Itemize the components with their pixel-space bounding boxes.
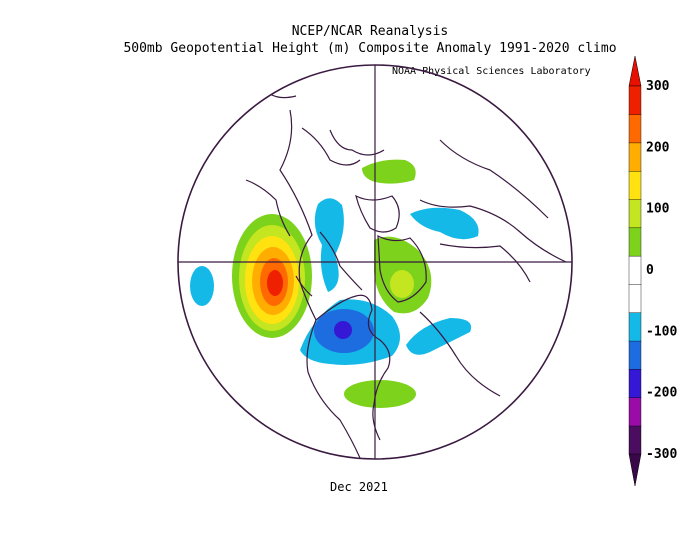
- colorbar-bin: [628, 340, 642, 370]
- anomaly-north-pacific: [190, 266, 214, 306]
- colorbar-bin: [628, 85, 642, 115]
- anomaly-scandinavia: [410, 207, 479, 240]
- anomaly-gulf-of-alaska: [232, 214, 312, 338]
- colorbar-tick-label: -300: [646, 447, 677, 462]
- colorbar-lower-arrow: [628, 453, 642, 487]
- colorbar-tick-label: -200: [646, 386, 677, 401]
- colorbar-tick-label: 0: [646, 263, 654, 278]
- anomaly-greenland: [374, 236, 432, 314]
- anomaly-eastern-us: [344, 380, 416, 408]
- colorbar-bin: [628, 312, 642, 342]
- anomaly-north-atlantic: [406, 318, 472, 355]
- colorbar-bin: [628, 368, 642, 398]
- colorbar-bin: [628, 142, 642, 172]
- anomaly-layer: [190, 159, 479, 408]
- colorbar-bin: [628, 283, 642, 313]
- colorbar-tick-label: 100: [646, 202, 670, 217]
- colorbar-bin: [628, 227, 642, 257]
- coastlines: [245, 93, 567, 459]
- anomaly-siberia: [362, 159, 416, 184]
- colorbar-tick-label: -100: [646, 324, 677, 339]
- title-line-2: 500mb Geopotential Height (m) Composite …: [123, 41, 617, 56]
- colorbar-bin: [628, 397, 642, 427]
- colorbar-tick-label: 300: [646, 79, 670, 94]
- map-boundary: [177, 64, 573, 460]
- title-line-1: NCEP/NCAR Reanalysis: [291, 24, 449, 39]
- credit-label: NOAA Physical Sciences Laboratory: [392, 66, 591, 77]
- colorbar: 300 200 100 0 -100 -200 -300: [628, 55, 677, 487]
- colorbar-bin: [628, 170, 642, 200]
- colorbar-tick-label: 200: [646, 140, 670, 155]
- colorbar-upper-arrow: [628, 55, 642, 87]
- colorbar-bin: [628, 114, 642, 144]
- colorbar-bin: [628, 425, 642, 455]
- date-label: Dec 2021: [330, 480, 388, 494]
- colorbar-bin: [628, 255, 642, 285]
- anomaly-hudson-bay: [300, 299, 400, 365]
- colorbar-bin: [628, 199, 642, 229]
